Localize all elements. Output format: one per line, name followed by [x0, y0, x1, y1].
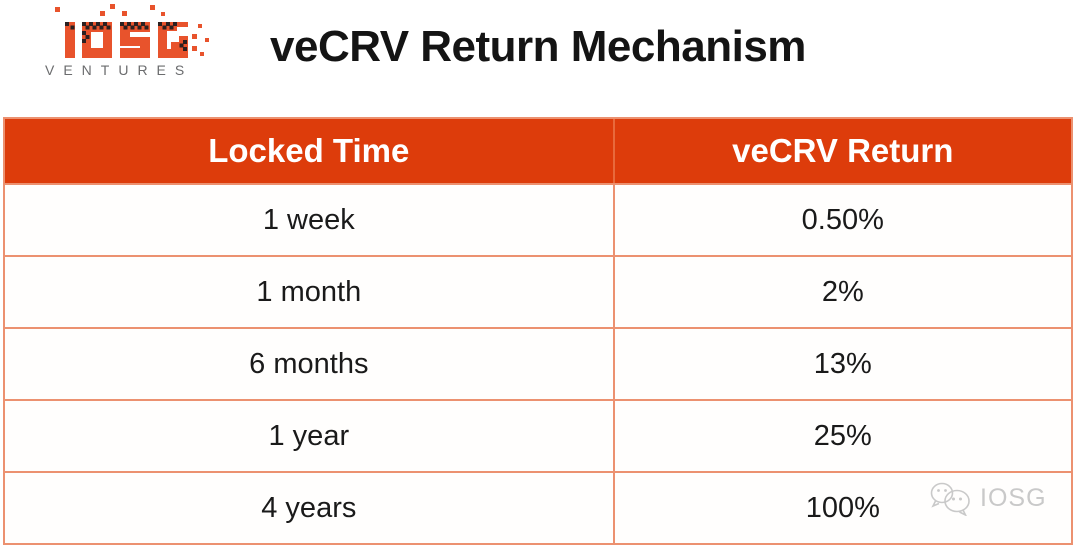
wechat-icon: [930, 482, 970, 516]
logo-ventures-text: VENTURES: [45, 62, 194, 78]
watermark-text: IOSG: [980, 483, 1047, 512]
return-cell: 0.50%: [612, 185, 1071, 255]
watermark: IOSG: [928, 478, 1047, 518]
table-row: 1 week 0.50%: [5, 183, 1071, 255]
return-cell: 13%: [612, 329, 1071, 399]
return-cell: 2%: [612, 257, 1071, 327]
table-header-row: Locked Time veCRV Return: [5, 119, 1071, 183]
column-header-locked-time: Locked Time: [208, 132, 410, 169]
page-title: veCRV Return Mechanism: [270, 22, 806, 71]
column-header-vecrv-return: veCRV Return: [612, 119, 1071, 183]
iosg-logo: VENTURES: [40, 0, 215, 95]
table-row: 1 year 25%: [5, 399, 1071, 471]
locked-time-cell: 1 year: [268, 419, 350, 452]
locked-time-cell: 1 week: [262, 203, 355, 236]
locked-time-cell: 4 years: [261, 491, 357, 524]
table-row: 1 month 2%: [5, 255, 1071, 327]
table-row: 4 years 100%: [5, 471, 1071, 543]
return-cell: 25%: [612, 401, 1071, 471]
locked-time-cell: 6 months: [249, 347, 369, 380]
locked-time-cell: 1 month: [256, 275, 362, 308]
table-row: 6 months 13%: [5, 327, 1071, 399]
iosg-logo-pixel-art: [55, 4, 209, 58]
return-cell: 100%: [612, 473, 1071, 543]
vecrv-return-table: Locked Time veCRV Return 1 week 0.50% 1 …: [3, 117, 1073, 545]
